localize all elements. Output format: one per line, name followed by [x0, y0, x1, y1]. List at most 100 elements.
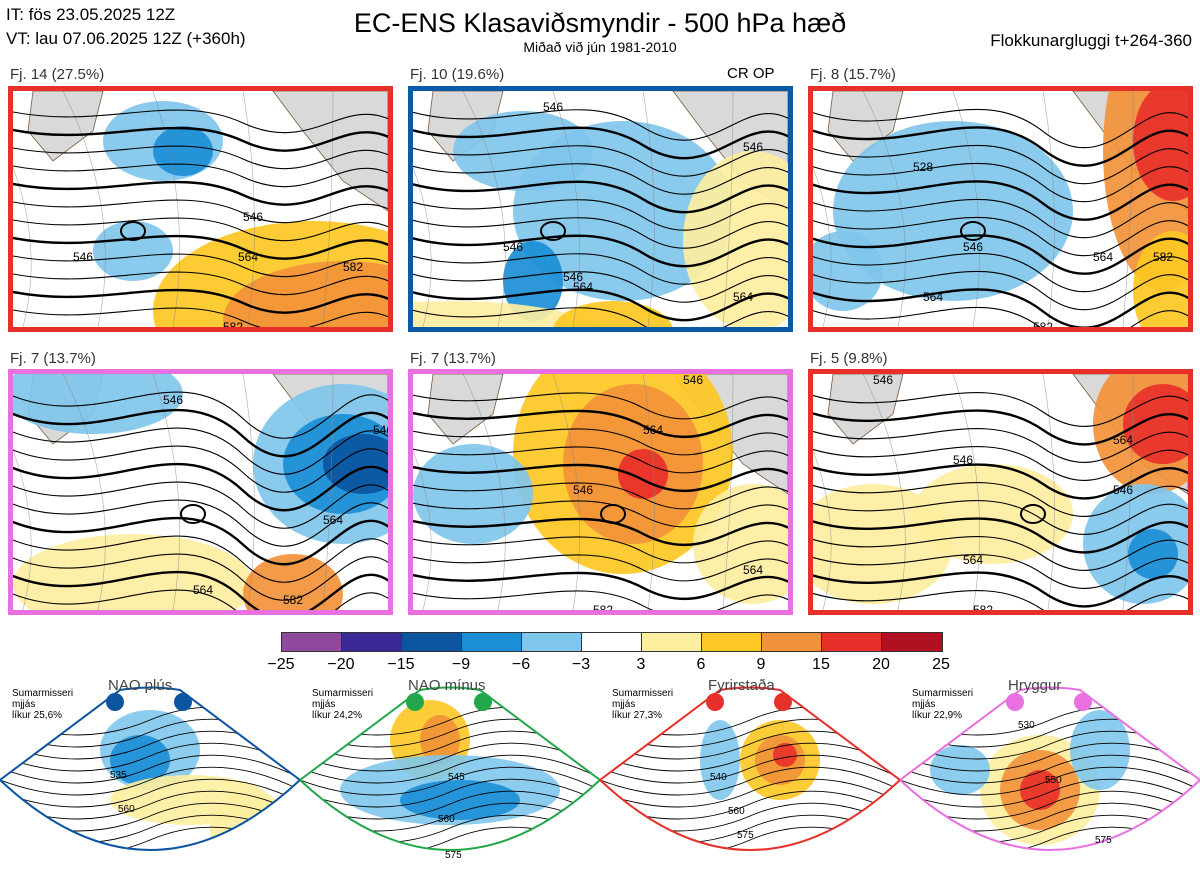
contour-label: 582	[1153, 250, 1173, 264]
contour-label: 546	[503, 240, 523, 254]
colorbar-swatch	[342, 633, 402, 651]
height-contour	[813, 270, 1188, 311]
height-contour	[13, 126, 388, 152]
graticule-line	[62, 91, 106, 327]
colorbar-swatch	[702, 633, 762, 651]
contour-label: 564	[238, 250, 258, 264]
colorbar-tick-label: −6	[511, 656, 531, 673]
height-contour	[813, 252, 1188, 293]
height-contour	[13, 481, 388, 529]
graticule-line	[552, 374, 580, 610]
regime-contour	[900, 742, 1200, 772]
regime-marker-dot	[774, 693, 792, 711]
contour-label: 564	[573, 280, 593, 294]
regime-map: 545 560 575	[298, 686, 602, 861]
height-contour	[413, 307, 788, 327]
regime-marker-dot	[106, 693, 124, 711]
height-contour	[813, 554, 1188, 589]
anomaly-area	[913, 464, 1073, 564]
contour-label: 582	[223, 320, 243, 327]
regime-contour	[600, 766, 900, 796]
height-contour	[13, 535, 388, 583]
anomaly-area	[683, 151, 788, 327]
height-contour	[813, 306, 1188, 327]
anomaly-area	[513, 121, 733, 301]
valid-time: VT: lau 07.06.2025 12Z (+360h)	[6, 29, 246, 48]
contour-label: 564	[323, 513, 343, 527]
colorbar-swatch	[582, 633, 642, 651]
regime-note-line: mjjás	[612, 699, 636, 710]
regime-marker-dot	[174, 693, 192, 711]
regime-note-line: Sumarmisseri	[12, 688, 74, 699]
colorbar-swatch	[882, 633, 942, 651]
graticule-line	[642, 374, 655, 610]
land-greenland	[27, 91, 104, 162]
graticule-line	[413, 166, 432, 327]
height-contour	[413, 482, 788, 510]
anomaly-area	[1128, 529, 1178, 579]
regime-contour-label: 575	[445, 850, 462, 861]
contour-label: 546	[963, 240, 983, 254]
height-contour	[413, 446, 788, 474]
contour-label: 564	[743, 563, 763, 577]
colorbar-swatch	[822, 633, 882, 651]
contour-label: 582	[283, 593, 303, 607]
regime-contour-label: 535	[110, 770, 127, 781]
cluster-map-3: 528 546 564 582 564 582	[808, 86, 1193, 332]
closed-low-contour	[540, 221, 566, 241]
contour-label: 546	[163, 393, 183, 407]
regime-anomaly	[700, 720, 740, 800]
contour-label: 546	[73, 250, 93, 264]
height-contour	[813, 126, 1188, 167]
page-subtitle: Miðað við jún 1981-2010	[523, 39, 677, 55]
height-contour	[813, 571, 1188, 608]
height-contour	[13, 234, 388, 260]
closed-low-contour	[180, 504, 206, 524]
cluster-label: Fj. 5 (9.8%)	[810, 350, 888, 367]
contour-label: 546	[683, 374, 703, 387]
anomaly-area	[153, 126, 213, 176]
graticule-line	[1122, 91, 1134, 327]
contour-label: 546	[953, 453, 973, 467]
height-contour	[813, 590, 1188, 610]
colorbar-tick-label: 6	[696, 656, 706, 673]
closed-low-contour	[1020, 504, 1046, 524]
graticule-line	[552, 91, 580, 327]
graticule-line	[152, 91, 180, 327]
regime-note-line: mjjás	[12, 699, 36, 710]
regime-note-line: Sumarmisseri	[612, 688, 674, 699]
height-contour	[13, 253, 388, 278]
regime-map: 540 560 575	[598, 686, 902, 851]
regime-contour	[0, 742, 300, 772]
colorbar-swatch	[402, 633, 462, 651]
cluster-map-4: 546 546 564 582 564	[8, 369, 393, 615]
regime-note-line: mjjás	[312, 699, 336, 710]
regime-contour-label: 550	[1045, 775, 1062, 786]
height-contour	[413, 217, 788, 249]
colorbar-tick-label: −15	[387, 656, 415, 673]
contour-label: 564	[733, 290, 753, 304]
graticule-line	[322, 374, 334, 610]
height-contour	[413, 163, 788, 195]
height-contour	[413, 571, 788, 601]
colorbar-tick-label: 20	[872, 656, 890, 673]
contour-label: 564	[923, 290, 943, 304]
graticule-line	[1122, 374, 1134, 610]
height-contour	[413, 409, 788, 439]
height-contour	[813, 517, 1188, 554]
height-contour	[413, 500, 788, 528]
regime-contour	[300, 778, 600, 808]
closed-low-contour	[600, 504, 626, 524]
height-contour	[13, 109, 388, 134]
colorbar-swatch	[522, 633, 582, 651]
height-contour	[813, 428, 1188, 463]
contour-label: 564	[643, 423, 663, 437]
regime-contour	[600, 742, 900, 772]
height-contour	[413, 536, 788, 564]
regime-ridge: 530 550 575 Hryggur Sumarmisseri mjjás líkur 2…	[898, 677, 1200, 871]
regime-contour-label: 575	[1095, 835, 1112, 846]
height-contour	[13, 553, 388, 601]
contour-label: 564	[1093, 250, 1113, 264]
contour-label: 582	[973, 603, 993, 610]
contour-label: 564	[1113, 433, 1133, 447]
